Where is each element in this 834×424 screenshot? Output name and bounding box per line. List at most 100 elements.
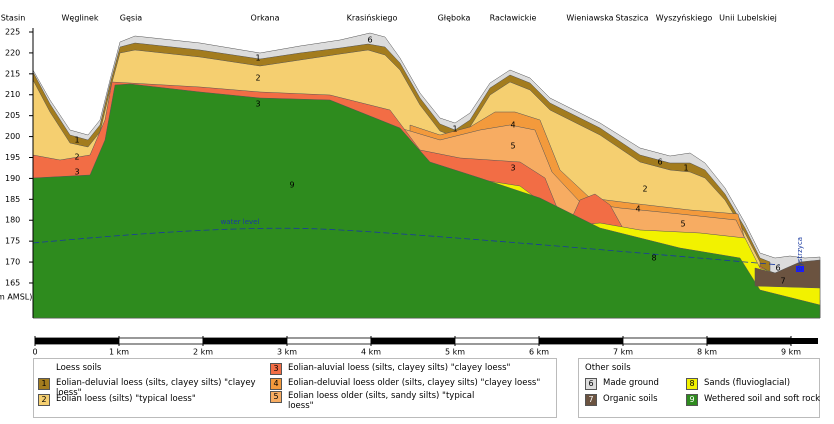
legend-title: Other soils (585, 363, 631, 373)
water-level-line (32, 227, 781, 266)
y-tick-label: 200 (5, 132, 20, 141)
legend-item: 5 Eolian loess older (silts, sandy silts)… (270, 391, 488, 411)
layer-label: 5 (680, 220, 685, 229)
layer-label: 1 (74, 136, 79, 145)
y-tick-label: 170 (5, 258, 20, 267)
layer-label: 7 (780, 277, 785, 286)
layer-label: 2 (255, 74, 260, 83)
scale-segment (34, 337, 120, 345)
legend-swatch: 4 (270, 378, 282, 390)
layer-label: 1 (683, 164, 688, 173)
scale-segment (622, 337, 708, 345)
y-tick-label: 185 (5, 195, 20, 204)
legend-swatch: 9 (686, 394, 698, 406)
y-tick-label: 190 (5, 174, 20, 183)
street-label: Unii Lubelskiej (719, 14, 777, 23)
scale-segment (202, 337, 288, 345)
y-tick-label: 220 (5, 48, 20, 57)
legend-box (33, 358, 557, 418)
street-label: Węglinek (62, 14, 99, 23)
layer-label: 2 (74, 153, 79, 162)
street-label: Wyszyńskiego (656, 14, 713, 23)
scale-label: 9 km (781, 348, 801, 357)
scale-segment (370, 337, 456, 345)
scale-label: 0 (32, 348, 37, 357)
layer-label: 9 (289, 181, 294, 190)
legend-text: Sands (fluvioglacial) (704, 378, 791, 388)
legend-swatch: 5 (270, 391, 282, 403)
scale-label: 8 km (697, 348, 717, 357)
y-tick-label: 205 (5, 111, 20, 120)
layer-label: 3 (74, 168, 79, 177)
river-label: Bystrzyca (796, 237, 804, 271)
legend-swatch: 1 (38, 378, 50, 390)
legend-item: 6 Made ground (585, 378, 703, 390)
legend-swatch: 2 (38, 394, 50, 406)
layer-label: 6 (775, 264, 780, 273)
scale-segment (791, 338, 818, 344)
scale-label: 3 km (277, 348, 297, 357)
street-label: Głęboka (438, 14, 471, 23)
scale-label: 7 km (613, 348, 633, 357)
axis-label: m AMSL) (0, 293, 32, 302)
y-tick-label: 195 (5, 153, 20, 162)
legend-text: Made ground (603, 378, 659, 388)
legend-text: Eolian loess older (silts, sandy silts) … (288, 391, 475, 411)
scale-label: 6 km (529, 348, 549, 357)
y-tick-label: 165 (5, 278, 20, 287)
scale-segment (118, 337, 204, 345)
legend-item: 4 Eolian-deluvial loess older (silts, cla… (270, 378, 548, 390)
scale-label: 5 km (445, 348, 465, 357)
layer-label: 4 (635, 205, 640, 214)
layer-label: 4 (510, 121, 515, 130)
y-tick-label: 225 (5, 28, 20, 37)
y-tick-label: 210 (5, 90, 20, 99)
legend-box (578, 358, 820, 418)
scale-label: 4 km (361, 348, 381, 357)
legend-item: 3 Eolian-aluvial loess (silts, clayey sil… (270, 363, 548, 375)
scale-label: 2 km (193, 348, 213, 357)
scale-label: 1 km (109, 348, 129, 357)
legend-item: 1 Eolian-deluvial loess (silts, clayey si… (38, 378, 276, 398)
legend-item: 7 Organic soils (585, 394, 703, 406)
street-label: Racławickie (490, 14, 537, 23)
legend-text: Eolian loess (silts) "typical loess" (56, 394, 196, 404)
scale-segment (454, 337, 540, 345)
legend-swatch: 7 (585, 394, 597, 406)
street-label: Gęsia (120, 14, 143, 23)
legend-text: Eolian-aluvial loess (silts, clayey silt… (288, 363, 511, 373)
layer-label: 1 (452, 125, 457, 134)
legend-swatch: 8 (686, 378, 698, 390)
legend-swatch: 3 (270, 363, 282, 375)
street-label: Wieniawska (566, 14, 613, 23)
river-marker (796, 266, 804, 272)
legend-text: Eolian-deluvial loess (silts, clayey sil… (56, 378, 256, 398)
y-tick-label: 215 (5, 69, 20, 78)
legend-text: Eolian-deluvial loess older (silts, clay… (288, 378, 541, 388)
scale-segment (706, 337, 792, 345)
layer-label: 3 (255, 100, 260, 109)
legend-item: 8 Sands (fluvioglacial) (686, 378, 834, 390)
legend-title: Loess soils (56, 363, 102, 373)
layer-label: 8 (651, 254, 656, 263)
legend-text: Organic soils (603, 394, 658, 404)
scale-segment (286, 337, 372, 345)
layer-label: 2 (642, 185, 647, 194)
layer-label: 1 (255, 54, 260, 63)
legend-item: 9 Wethered soil and soft rock (686, 394, 834, 406)
y-tick-label: 180 (5, 216, 20, 225)
scale-segment (538, 337, 624, 345)
legend-text: Wethered soil and soft rock (704, 394, 821, 404)
street-label: Orkana (251, 14, 280, 23)
layer-label: 6 (367, 36, 372, 45)
legend-item: 2 Eolian loess (silts) "typical loess" (38, 394, 276, 406)
water-level-label: water level (221, 218, 260, 226)
y-tick-label: 175 (5, 237, 20, 246)
layer-label: 3 (510, 164, 515, 173)
street-label: Staszica (615, 14, 648, 23)
legend-swatch: 6 (585, 378, 597, 390)
layer-label: 6 (657, 158, 662, 167)
street-label: Stasin (1, 14, 26, 23)
